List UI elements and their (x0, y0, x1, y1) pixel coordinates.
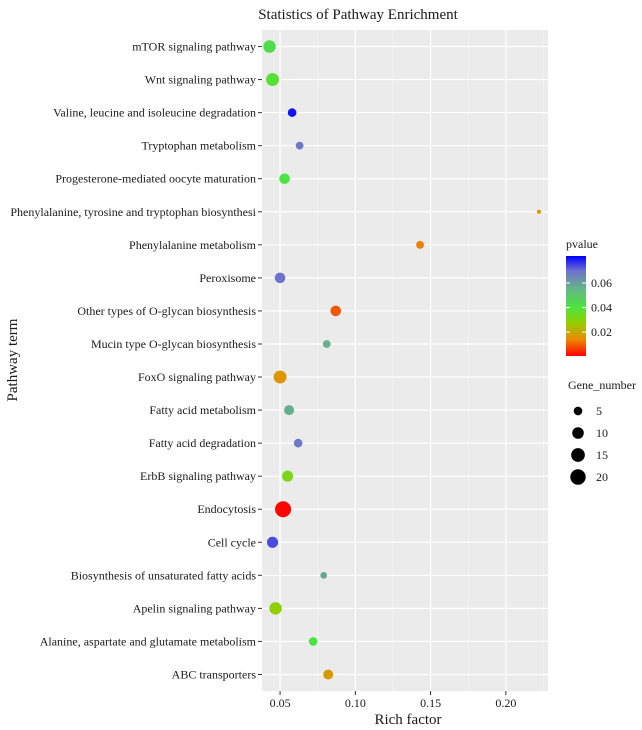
data-point (275, 501, 292, 518)
pvalue-legend: pvalue 0.02 0.04 0.06 (566, 237, 612, 356)
size-legend-label: 20 (596, 470, 608, 484)
y-tick-label: ABC transporters (172, 667, 257, 681)
x-axis: 0.05 0.10 0.15 0.20 (270, 691, 516, 710)
data-point (266, 73, 279, 87)
data-point (269, 602, 282, 615)
y-tick-label: Other types of O-glycan biosynthesis (77, 304, 256, 318)
y-tick-label: Progesterone-mediated oocyte maturation (55, 172, 256, 186)
data-point (273, 370, 287, 384)
data-point (279, 173, 290, 185)
data-point (322, 340, 331, 348)
data-point (320, 571, 328, 579)
data-points (263, 40, 541, 680)
chart-title: Statistics of Pathway Enrichment (258, 7, 458, 23)
data-point (308, 637, 318, 646)
x-tick-label: 0.20 (495, 696, 516, 710)
pvalue-colorbar (566, 256, 586, 356)
data-point (284, 405, 295, 416)
y-tick-label: Biosynthesis of unsaturated fatty acids (71, 568, 257, 582)
y-tick-label: Cell cycle (208, 535, 256, 549)
data-point (282, 470, 294, 482)
x-axis-title: Rich factor (374, 712, 441, 728)
gene-number-legend: Gene_number 5 10 15 20 (568, 378, 636, 485)
y-tick-label: Phenylalanine metabolism (129, 238, 257, 252)
colorbar-tick-label: 0.06 (591, 276, 612, 290)
data-point (416, 240, 424, 249)
data-point (266, 536, 279, 548)
y-tick-label: Wnt signaling pathway (145, 73, 256, 87)
pvalue-legend-title: pvalue (566, 237, 598, 251)
size-legend-label: 15 (596, 448, 608, 462)
y-tick-label: mTOR signaling pathway (132, 40, 256, 54)
y-tick-label: Tryptophan metabolism (141, 139, 256, 153)
y-tick-label: Mucin type O-glycan biosynthesis (91, 337, 256, 351)
colorbar-tick-label: 0.02 (591, 325, 612, 339)
y-tick-label: Apelin signaling pathway (133, 601, 256, 615)
x-tick-label: 0.15 (420, 696, 441, 710)
y-axis-title: Pathway term (5, 318, 21, 401)
y-tick-label: Peroxisome (199, 271, 256, 285)
data-point (263, 40, 276, 53)
size-legend-key (570, 469, 586, 485)
y-tick-label: Fatty acid degradation (149, 436, 256, 450)
y-tick-label: Endocytosis (197, 502, 256, 516)
data-point (536, 209, 541, 214)
grid-lines (262, 30, 548, 691)
size-legend-key (573, 406, 583, 416)
data-point (330, 305, 342, 317)
y-tick-label: Valine, leucine and isoleucine degradati… (53, 106, 256, 120)
size-legend-label: 10 (596, 426, 608, 440)
size-legend-key (571, 448, 585, 462)
y-tick-label: Fatty acid metabolism (149, 403, 256, 417)
y-tick-label: Alanine, aspartate and glutamate metabol… (40, 634, 257, 648)
data-point (323, 669, 334, 680)
plot-panel (262, 30, 548, 691)
y-tick-label: Phenylalanine, tyrosine and tryptophan b… (10, 205, 256, 219)
size-legend-key (572, 427, 584, 439)
colorbar-tick-label: 0.04 (591, 301, 612, 315)
data-point (287, 108, 297, 117)
y-tick-label: FoxO signaling pathway (138, 370, 256, 384)
data-point (293, 438, 303, 448)
x-tick-label: 0.05 (270, 696, 291, 710)
gene-number-legend-title: Gene_number (568, 378, 636, 392)
y-axis: mTOR signaling pathway Wnt signaling path… (10, 40, 262, 681)
data-point (274, 272, 286, 284)
x-tick-label: 0.10 (345, 696, 366, 710)
y-tick-label: ErbB signaling pathway (140, 469, 256, 483)
size-legend-label: 5 (596, 404, 602, 418)
data-point (295, 141, 304, 150)
